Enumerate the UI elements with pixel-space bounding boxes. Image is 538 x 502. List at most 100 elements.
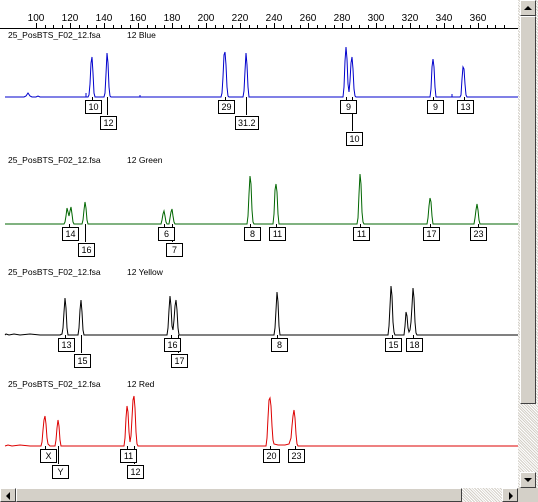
- ruler-minor-tick: [164, 25, 165, 28]
- allele-call-box[interactable]: 8: [244, 227, 261, 241]
- allele-call-box[interactable]: 10: [85, 100, 102, 114]
- ruler-minor-tick: [155, 25, 156, 28]
- ruler-minor-tick: [79, 25, 80, 28]
- sample-name: 25_PosBTS_F02_12.fsa: [8, 30, 101, 40]
- ruler-minor-tick: [317, 25, 318, 28]
- ruler-minor-tick: [53, 25, 54, 28]
- ruler-minor-tick: [130, 25, 131, 28]
- allele-call-box[interactable]: 11: [353, 227, 370, 241]
- allele-call-box[interactable]: 14: [62, 227, 79, 241]
- blue-trace-line: [5, 46, 518, 98]
- allele-call-box[interactable]: 12: [100, 116, 117, 130]
- ruler-minor-tick: [436, 25, 437, 28]
- allele-call-box[interactable]: 23: [288, 449, 305, 463]
- ruler-minor-tick: [419, 25, 420, 28]
- ruler-tick-label: 200: [197, 13, 215, 24]
- allele-call-box[interactable]: X: [40, 449, 57, 463]
- allele-call-box[interactable]: 29: [218, 100, 235, 114]
- scroll-up-button[interactable]: [520, 0, 536, 16]
- allele-call-box[interactable]: 11: [269, 227, 286, 241]
- yellow-trace-line: [4, 285, 518, 336]
- ruler-major-tick: [206, 23, 207, 28]
- panel-title-yellow: 25_PosBTS_F02_12.fsa 12 Yellow: [8, 267, 163, 277]
- green-trace-line: [5, 173, 518, 225]
- dye-label: 12 Green: [127, 155, 163, 165]
- allele-call-box[interactable]: 13: [58, 338, 75, 352]
- red-trace: [4, 395, 518, 447]
- ruler-minor-tick: [504, 25, 505, 28]
- horizontal-scrollbar[interactable]: [0, 488, 518, 502]
- vertical-scrollbar[interactable]: [518, 0, 538, 488]
- allele-call-box[interactable]: 13: [457, 100, 474, 114]
- allele-call-box[interactable]: 15: [385, 338, 402, 352]
- ruler-major-tick: [376, 23, 377, 28]
- ruler-major-tick: [70, 23, 71, 28]
- ruler-minor-tick: [113, 25, 114, 28]
- ruler-tick-label: 140: [95, 13, 113, 24]
- ruler-major-tick: [240, 23, 241, 28]
- ruler-minor-tick: [300, 25, 301, 28]
- panel-title-red: 25_PosBTS_F02_12.fsa 12 Red: [8, 379, 154, 389]
- scroll-right-button[interactable]: [502, 488, 518, 502]
- ruler-tick-label: 340: [435, 13, 453, 24]
- vertical-scroll-thumb[interactable]: [520, 16, 536, 404]
- allele-call-box[interactable]: 8: [271, 338, 288, 352]
- triangle-up-icon: [524, 6, 532, 10]
- ruler-minor-tick: [232, 25, 233, 28]
- allele-call-box[interactable]: 20: [263, 449, 280, 463]
- allele-call-box[interactable]: 31.2: [235, 116, 259, 130]
- ruler-tick-label: 240: [265, 13, 283, 24]
- ruler-minor-tick: [461, 25, 462, 28]
- ruler-tick-label: 120: [61, 13, 79, 24]
- allele-call-box[interactable]: 9: [340, 100, 357, 114]
- size-ruler: 100 120 140 160 180 200 220 240 260 280 300 320 340 3…: [0, 0, 518, 29]
- ruler-minor-tick: [427, 25, 428, 28]
- horizontal-scroll-thumb[interactable]: [16, 488, 462, 502]
- sample-name: 25_PosBTS_F02_12.fsa: [8, 267, 101, 277]
- allele-call-box[interactable]: 16: [78, 243, 95, 257]
- ruler-major-tick: [308, 23, 309, 28]
- dye-panel-yellow: 25_PosBTS_F02_12.fsa 12 Yellow: [0, 266, 518, 386]
- ruler-tick-label: 220: [231, 13, 249, 24]
- ruler-minor-tick: [283, 25, 284, 28]
- ruler-major-tick: [274, 23, 275, 28]
- yellow-trace: [4, 285, 518, 336]
- allele-call-box[interactable]: 15: [74, 354, 91, 368]
- panel-title-green: 25_PosBTS_F02_12.fsa 12 Green: [8, 155, 162, 165]
- ruler-minor-tick: [249, 25, 250, 28]
- ruler-minor-tick: [291, 25, 292, 28]
- allele-call-box[interactable]: 7: [166, 243, 183, 257]
- allele-call-box[interactable]: 9: [427, 100, 444, 114]
- allele-call-box[interactable]: 10: [346, 132, 363, 146]
- ruler-minor-tick: [87, 25, 88, 28]
- ruler-minor-tick: [351, 25, 352, 28]
- ruler-minor-tick: [62, 25, 63, 28]
- ruler-minor-tick: [147, 25, 148, 28]
- panel-title-blue: 25_PosBTS_F02_12.fsa 12 Blue: [8, 30, 156, 40]
- allele-call-box[interactable]: Y: [52, 465, 69, 479]
- scroll-left-button[interactable]: [0, 488, 16, 502]
- allele-call-box[interactable]: 23: [470, 227, 487, 241]
- allele-call-box[interactable]: 18: [406, 338, 423, 352]
- ruler-minor-tick: [487, 25, 488, 28]
- allele-call-box[interactable]: 16: [164, 338, 181, 352]
- ruler-minor-tick: [266, 25, 267, 28]
- allele-call-box[interactable]: 17: [171, 354, 188, 368]
- ruler-tick-label: 180: [163, 13, 181, 24]
- allele-call-box[interactable]: 12: [127, 465, 144, 479]
- allele-call-box[interactable]: 17: [423, 227, 440, 241]
- ruler-tick-label: 300: [367, 13, 385, 24]
- allele-call-box[interactable]: 11: [120, 449, 137, 463]
- ruler-tick-label: 100: [27, 13, 45, 24]
- ruler-tick-label: 260: [299, 13, 317, 24]
- ruler-major-tick: [410, 23, 411, 28]
- ruler-major-tick: [172, 23, 173, 28]
- allele-call-box[interactable]: 6: [158, 227, 175, 241]
- dye-label: 12 Red: [127, 379, 155, 389]
- ruler-minor-tick: [402, 25, 403, 28]
- ruler-minor-tick: [181, 25, 182, 28]
- scroll-down-button[interactable]: [520, 472, 536, 488]
- dye-label: 12 Yellow: [127, 267, 163, 277]
- ruler-minor-tick: [189, 25, 190, 28]
